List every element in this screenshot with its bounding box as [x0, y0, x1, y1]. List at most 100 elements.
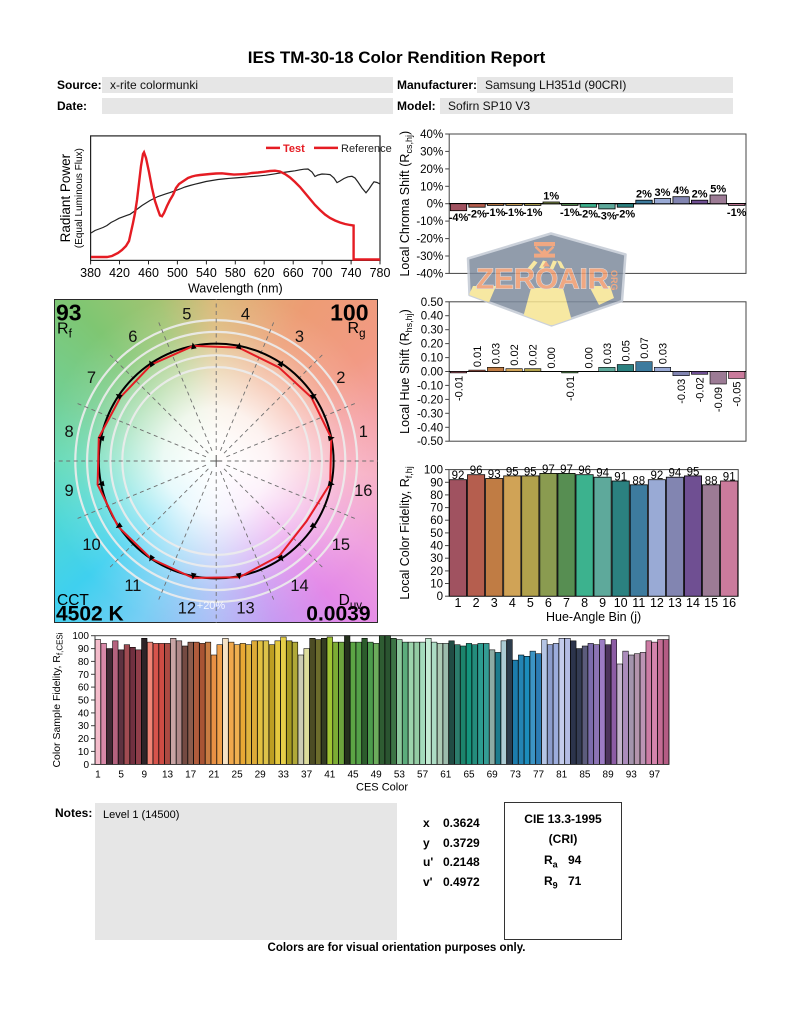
svg-text:CES Color: CES Color	[356, 781, 408, 793]
svg-text:Local Color Fidelity, Rf,hj: Local Color Fidelity, Rf,hj	[398, 466, 414, 599]
svg-text:-0.30: -0.30	[417, 408, 443, 420]
svg-text:-0.03: -0.03	[676, 379, 688, 404]
svg-text:0.20: 0.20	[421, 339, 443, 351]
svg-text:-0.10: -0.10	[417, 380, 443, 392]
svg-text:8: 8	[65, 423, 74, 441]
svg-text:12: 12	[178, 600, 196, 618]
svg-text:94: 94	[596, 468, 609, 480]
svg-text:7: 7	[563, 596, 570, 610]
svg-text:95: 95	[687, 466, 700, 478]
svg-text:11: 11	[632, 596, 645, 610]
svg-text:92: 92	[452, 470, 465, 482]
svg-text:70: 70	[78, 670, 90, 681]
svg-text:65: 65	[463, 769, 475, 780]
svg-text:-0.20: -0.20	[417, 394, 443, 406]
svg-text:33: 33	[278, 769, 290, 780]
svg-text:57: 57	[417, 769, 429, 780]
svg-text:95: 95	[506, 466, 519, 478]
svg-text:13: 13	[236, 600, 254, 618]
svg-text:41: 41	[324, 769, 336, 780]
svg-text:80: 80	[430, 490, 443, 502]
svg-text:1: 1	[455, 596, 462, 610]
svg-text:21: 21	[208, 769, 220, 780]
svg-text:Reference: Reference	[341, 143, 392, 155]
svg-text:77: 77	[533, 769, 545, 780]
svg-text:CCT: CCT	[57, 592, 89, 609]
svg-text:91: 91	[723, 472, 736, 484]
svg-text:30: 30	[78, 721, 90, 732]
svg-text:10: 10	[430, 579, 443, 591]
svg-text:0.00: 0.00	[546, 347, 558, 368]
svg-text:3: 3	[295, 328, 304, 346]
svg-text:500: 500	[167, 266, 188, 280]
svg-text:4%: 4%	[673, 185, 689, 197]
svg-text:700: 700	[312, 266, 333, 280]
svg-text:540: 540	[196, 266, 217, 280]
svg-text:16: 16	[722, 596, 736, 610]
svg-text:12: 12	[650, 596, 664, 610]
svg-text:0.05: 0.05	[620, 340, 632, 361]
svg-text:85: 85	[579, 769, 591, 780]
svg-text:5: 5	[182, 305, 191, 323]
svg-text:0%: 0%	[427, 199, 444, 211]
svg-text:-10%: -10%	[416, 216, 443, 228]
svg-text:60: 60	[430, 515, 443, 527]
svg-text:2%: 2%	[692, 189, 708, 201]
svg-text:50: 50	[78, 696, 90, 707]
svg-text:-0.02: -0.02	[695, 377, 707, 402]
svg-text:Hue-Angle Bin (j): Hue-Angle Bin (j)	[546, 610, 641, 624]
svg-text:90: 90	[78, 644, 90, 655]
svg-text:0.03: 0.03	[602, 343, 614, 364]
svg-text:7: 7	[87, 369, 96, 387]
svg-text:5: 5	[527, 596, 534, 610]
svg-text:0.00: 0.00	[421, 367, 443, 379]
svg-text:Color Sample Fidelity, Rf,CESi: Color Sample Fidelity, Rf,CESi	[51, 632, 65, 767]
svg-text:11: 11	[124, 577, 141, 595]
svg-text:ORG: ORG	[609, 270, 619, 291]
svg-text:97: 97	[649, 769, 661, 780]
svg-text:460: 460	[138, 266, 159, 280]
svg-text:9: 9	[65, 482, 74, 500]
svg-text:17: 17	[185, 769, 197, 780]
svg-text:20%: 20%	[420, 164, 443, 176]
svg-text:4: 4	[509, 596, 516, 610]
svg-text:580: 580	[225, 266, 246, 280]
svg-text:-2%: -2%	[467, 209, 487, 221]
svg-text:30: 30	[430, 553, 443, 565]
svg-text:-0.09: -0.09	[713, 387, 725, 412]
svg-text:660: 660	[283, 266, 304, 280]
svg-text:95: 95	[524, 466, 537, 478]
svg-text:+20%: +20%	[197, 600, 226, 612]
svg-text:50: 50	[430, 528, 443, 540]
svg-text:740: 740	[341, 266, 362, 280]
svg-text:20: 20	[78, 734, 90, 745]
svg-text:13: 13	[162, 769, 174, 780]
svg-text:0.0039: 0.0039	[306, 603, 370, 624]
svg-text:ZEROAIR: ZEROAIR	[476, 264, 609, 296]
svg-text:40%: 40%	[420, 129, 443, 141]
svg-text:620: 620	[254, 266, 275, 280]
svg-text:-1%: -1%	[486, 207, 506, 219]
svg-text:100: 100	[424, 465, 443, 477]
svg-text:13: 13	[668, 596, 682, 610]
svg-text:15: 15	[704, 596, 718, 610]
svg-text:-2%: -2%	[579, 209, 599, 221]
svg-text:1: 1	[95, 769, 101, 780]
svg-text:53: 53	[394, 769, 406, 780]
svg-text:15: 15	[332, 536, 350, 554]
svg-text:4502 K: 4502 K	[56, 603, 124, 624]
svg-text:4: 4	[241, 305, 250, 323]
svg-text:-0.50: -0.50	[417, 436, 443, 448]
svg-text:40: 40	[78, 708, 90, 719]
svg-text:88: 88	[705, 475, 718, 487]
svg-text:49: 49	[371, 769, 383, 780]
svg-text:96: 96	[470, 465, 483, 477]
svg-text:6: 6	[128, 328, 137, 346]
svg-text:Test: Test	[283, 143, 305, 155]
svg-text:-4%: -4%	[449, 212, 469, 224]
svg-text:-1%: -1%	[523, 207, 543, 219]
svg-text:14: 14	[290, 577, 308, 595]
svg-text:Radiant Power: Radiant Power	[58, 153, 73, 242]
svg-text:-0.01: -0.01	[565, 376, 577, 401]
svg-text:-1%: -1%	[727, 207, 747, 219]
